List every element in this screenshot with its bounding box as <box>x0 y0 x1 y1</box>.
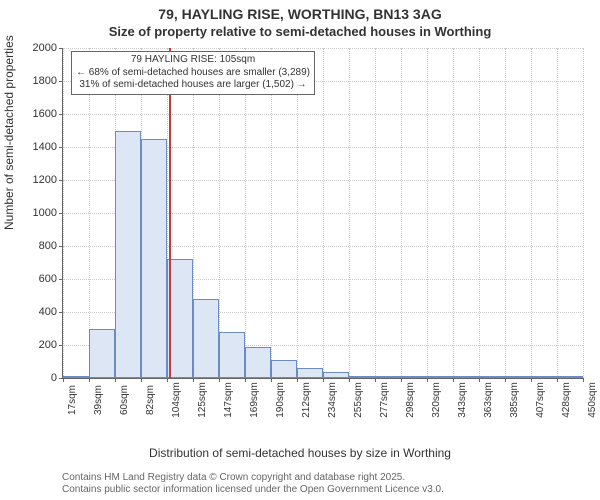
ytick-label: 400 <box>39 306 63 318</box>
gridline-v <box>557 48 558 378</box>
y-axis-label: Number of semi-detached properties <box>2 35 16 230</box>
xtick-label: 298sqm <box>401 382 416 418</box>
chart-title-line2: Size of property relative to semi-detach… <box>0 24 600 39</box>
xtick-label: 147sqm <box>219 382 234 418</box>
gridline-v <box>401 48 402 378</box>
histogram-bar <box>479 376 505 378</box>
ytick-label: 1200 <box>33 174 63 186</box>
xtick-label: 320sqm <box>427 382 442 418</box>
histogram-bar <box>453 376 479 378</box>
histogram-bar <box>557 376 583 378</box>
xtick-mark <box>115 378 116 382</box>
ytick-label: 1800 <box>33 75 63 87</box>
chart-title-line1: 79, HAYLING RISE, WORTHING, BN13 3AG <box>0 6 600 22</box>
ytick-label: 1600 <box>33 108 63 120</box>
xtick-label: 428sqm <box>557 382 572 418</box>
xtick-label: 407sqm <box>531 382 546 418</box>
xtick-label: 343sqm <box>453 382 468 418</box>
ytick-label: 0 <box>51 372 63 384</box>
xtick-label: 169sqm <box>245 382 260 418</box>
ytick-label: 1400 <box>33 141 63 153</box>
xtick-label: 385sqm <box>505 382 520 418</box>
histogram-bar <box>297 368 323 378</box>
footnote-line1: Contains HM Land Registry data © Crown c… <box>62 472 444 484</box>
gridline-v <box>63 48 64 378</box>
gridline-v <box>427 48 428 378</box>
histogram-bar <box>427 376 453 378</box>
ytick-label: 1000 <box>33 207 63 219</box>
plot-area: 020040060080010001200140016001800200017s… <box>62 48 583 379</box>
histogram-bar <box>323 372 349 378</box>
xtick-label: 60sqm <box>115 385 130 415</box>
gridline-v <box>323 48 324 378</box>
xtick-mark <box>141 378 142 382</box>
gridline-v <box>479 48 480 378</box>
footnote: Contains HM Land Registry data © Crown c… <box>62 472 444 496</box>
histogram-bar <box>505 376 531 378</box>
histogram-bar <box>401 376 427 378</box>
xtick-mark <box>89 378 90 382</box>
histogram-bar <box>63 376 89 378</box>
histogram-bar <box>219 332 245 378</box>
ytick-label: 2000 <box>33 42 63 54</box>
histogram-bar <box>245 347 271 378</box>
histogram-bar <box>193 299 219 378</box>
xtick-label: 39sqm <box>89 385 104 415</box>
gridline-v <box>583 48 584 378</box>
ytick-label: 200 <box>39 339 63 351</box>
histogram-bar <box>271 360 297 378</box>
histogram-bar <box>167 259 193 378</box>
xtick-label: 363sqm <box>479 382 494 418</box>
xtick-label: 190sqm <box>271 382 286 418</box>
gridline-v <box>245 48 246 378</box>
gridline-v <box>375 48 376 378</box>
gridline-v <box>349 48 350 378</box>
gridline-v <box>271 48 272 378</box>
xtick-label: 17sqm <box>63 385 78 415</box>
xtick-mark <box>63 378 64 382</box>
xtick-label: 212sqm <box>297 382 312 418</box>
annotation-line-2: 31% of semi-detached houses are larger (… <box>76 79 310 92</box>
gridline-v <box>297 48 298 378</box>
chart-container: 79, HAYLING RISE, WORTHING, BN13 3AG Siz… <box>0 0 600 500</box>
annotation-box: 79 HAYLING RISE: 105sqm← 68% of semi-det… <box>71 51 315 95</box>
xtick-label: 82sqm <box>141 385 156 415</box>
histogram-bar <box>349 376 375 378</box>
annotation-line-0: 79 HAYLING RISE: 105sqm <box>76 54 310 67</box>
gridline-v <box>531 48 532 378</box>
histogram-bar <box>115 131 141 379</box>
gridline-v <box>219 48 220 378</box>
histogram-bar <box>89 329 115 379</box>
x-axis-label: Distribution of semi-detached houses by … <box>0 446 600 460</box>
ytick-label: 600 <box>39 273 63 285</box>
gridline-v <box>505 48 506 378</box>
xtick-label: 234sqm <box>323 382 338 418</box>
footnote-line2: Contains public sector information licen… <box>62 484 444 496</box>
histogram-bar <box>375 376 401 378</box>
gridline-v <box>453 48 454 378</box>
xtick-label: 255sqm <box>349 382 364 418</box>
xtick-label: 125sqm <box>193 382 208 418</box>
ytick-label: 800 <box>39 240 63 252</box>
xtick-label: 277sqm <box>375 382 390 418</box>
histogram-bar <box>141 139 167 378</box>
annotation-line-1: ← 68% of semi-detached houses are smalle… <box>76 67 310 80</box>
property-marker-line <box>169 48 171 378</box>
xtick-label: 450sqm <box>583 382 598 418</box>
histogram-bar <box>531 376 557 378</box>
xtick-label: 104sqm <box>167 382 182 418</box>
